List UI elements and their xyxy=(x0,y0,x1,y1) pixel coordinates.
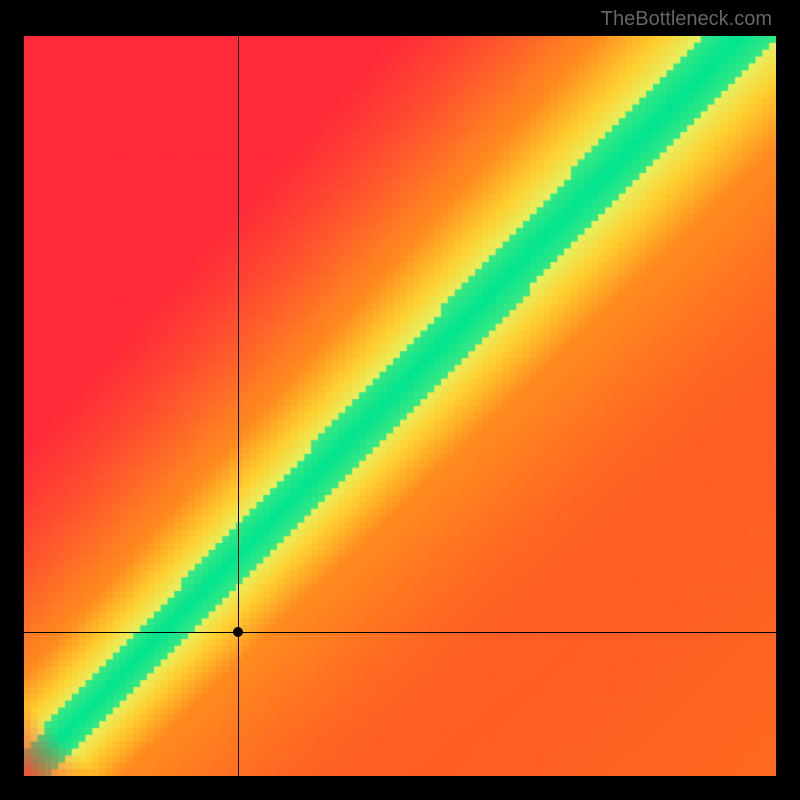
bottleneck-heatmap xyxy=(24,36,776,776)
attribution-text: TheBottleneck.com xyxy=(601,8,772,31)
selection-marker xyxy=(233,627,243,637)
crosshair-vertical xyxy=(238,36,239,776)
heatmap-canvas xyxy=(24,36,776,776)
crosshair-horizontal xyxy=(24,632,776,633)
